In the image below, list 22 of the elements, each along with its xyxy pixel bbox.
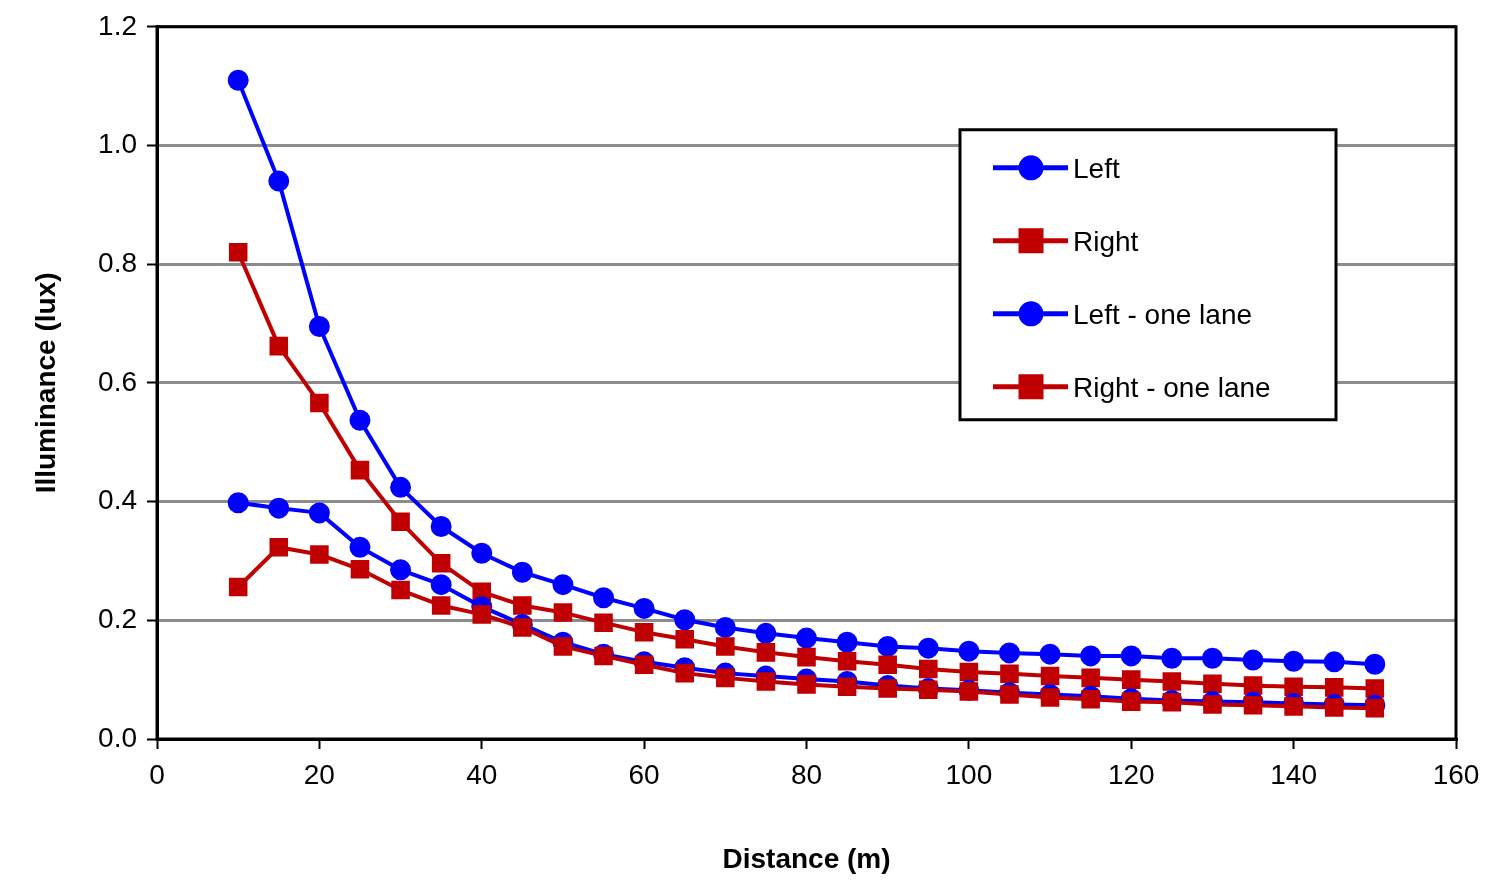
x-tick-label: 60	[628, 758, 660, 790]
y-tick-label: 0.0	[98, 721, 137, 753]
x-tick-label: 120	[1107, 758, 1155, 790]
legend-label: Left - one lane	[1073, 298, 1253, 330]
x-axis-title: Distance (m)	[722, 842, 891, 874]
y-tick-label: 0.2	[98, 603, 137, 635]
legend-label: Right - one lane	[1073, 371, 1271, 403]
y-tick-label: 0.6	[98, 365, 137, 397]
legend-label: Right	[1073, 225, 1139, 257]
y-axis-title: Illuminance (lux)	[29, 272, 61, 494]
x-tick-label: 100	[945, 758, 993, 790]
y-tick-label: 1.0	[98, 128, 137, 160]
x-tick-label: 40	[466, 758, 498, 790]
x-tick-label: 20	[303, 758, 335, 790]
x-tick-label: 160	[1432, 758, 1480, 790]
y-tick-label: 0.4	[98, 484, 137, 516]
y-tick-label: 0.8	[98, 246, 137, 278]
x-tick-label: 0	[149, 758, 165, 790]
x-tick-label: 80	[790, 758, 823, 790]
x-tick-label: 140	[1270, 758, 1317, 790]
legend-label: Left	[1073, 152, 1120, 184]
y-tick-label: 1.2	[98, 9, 137, 41]
